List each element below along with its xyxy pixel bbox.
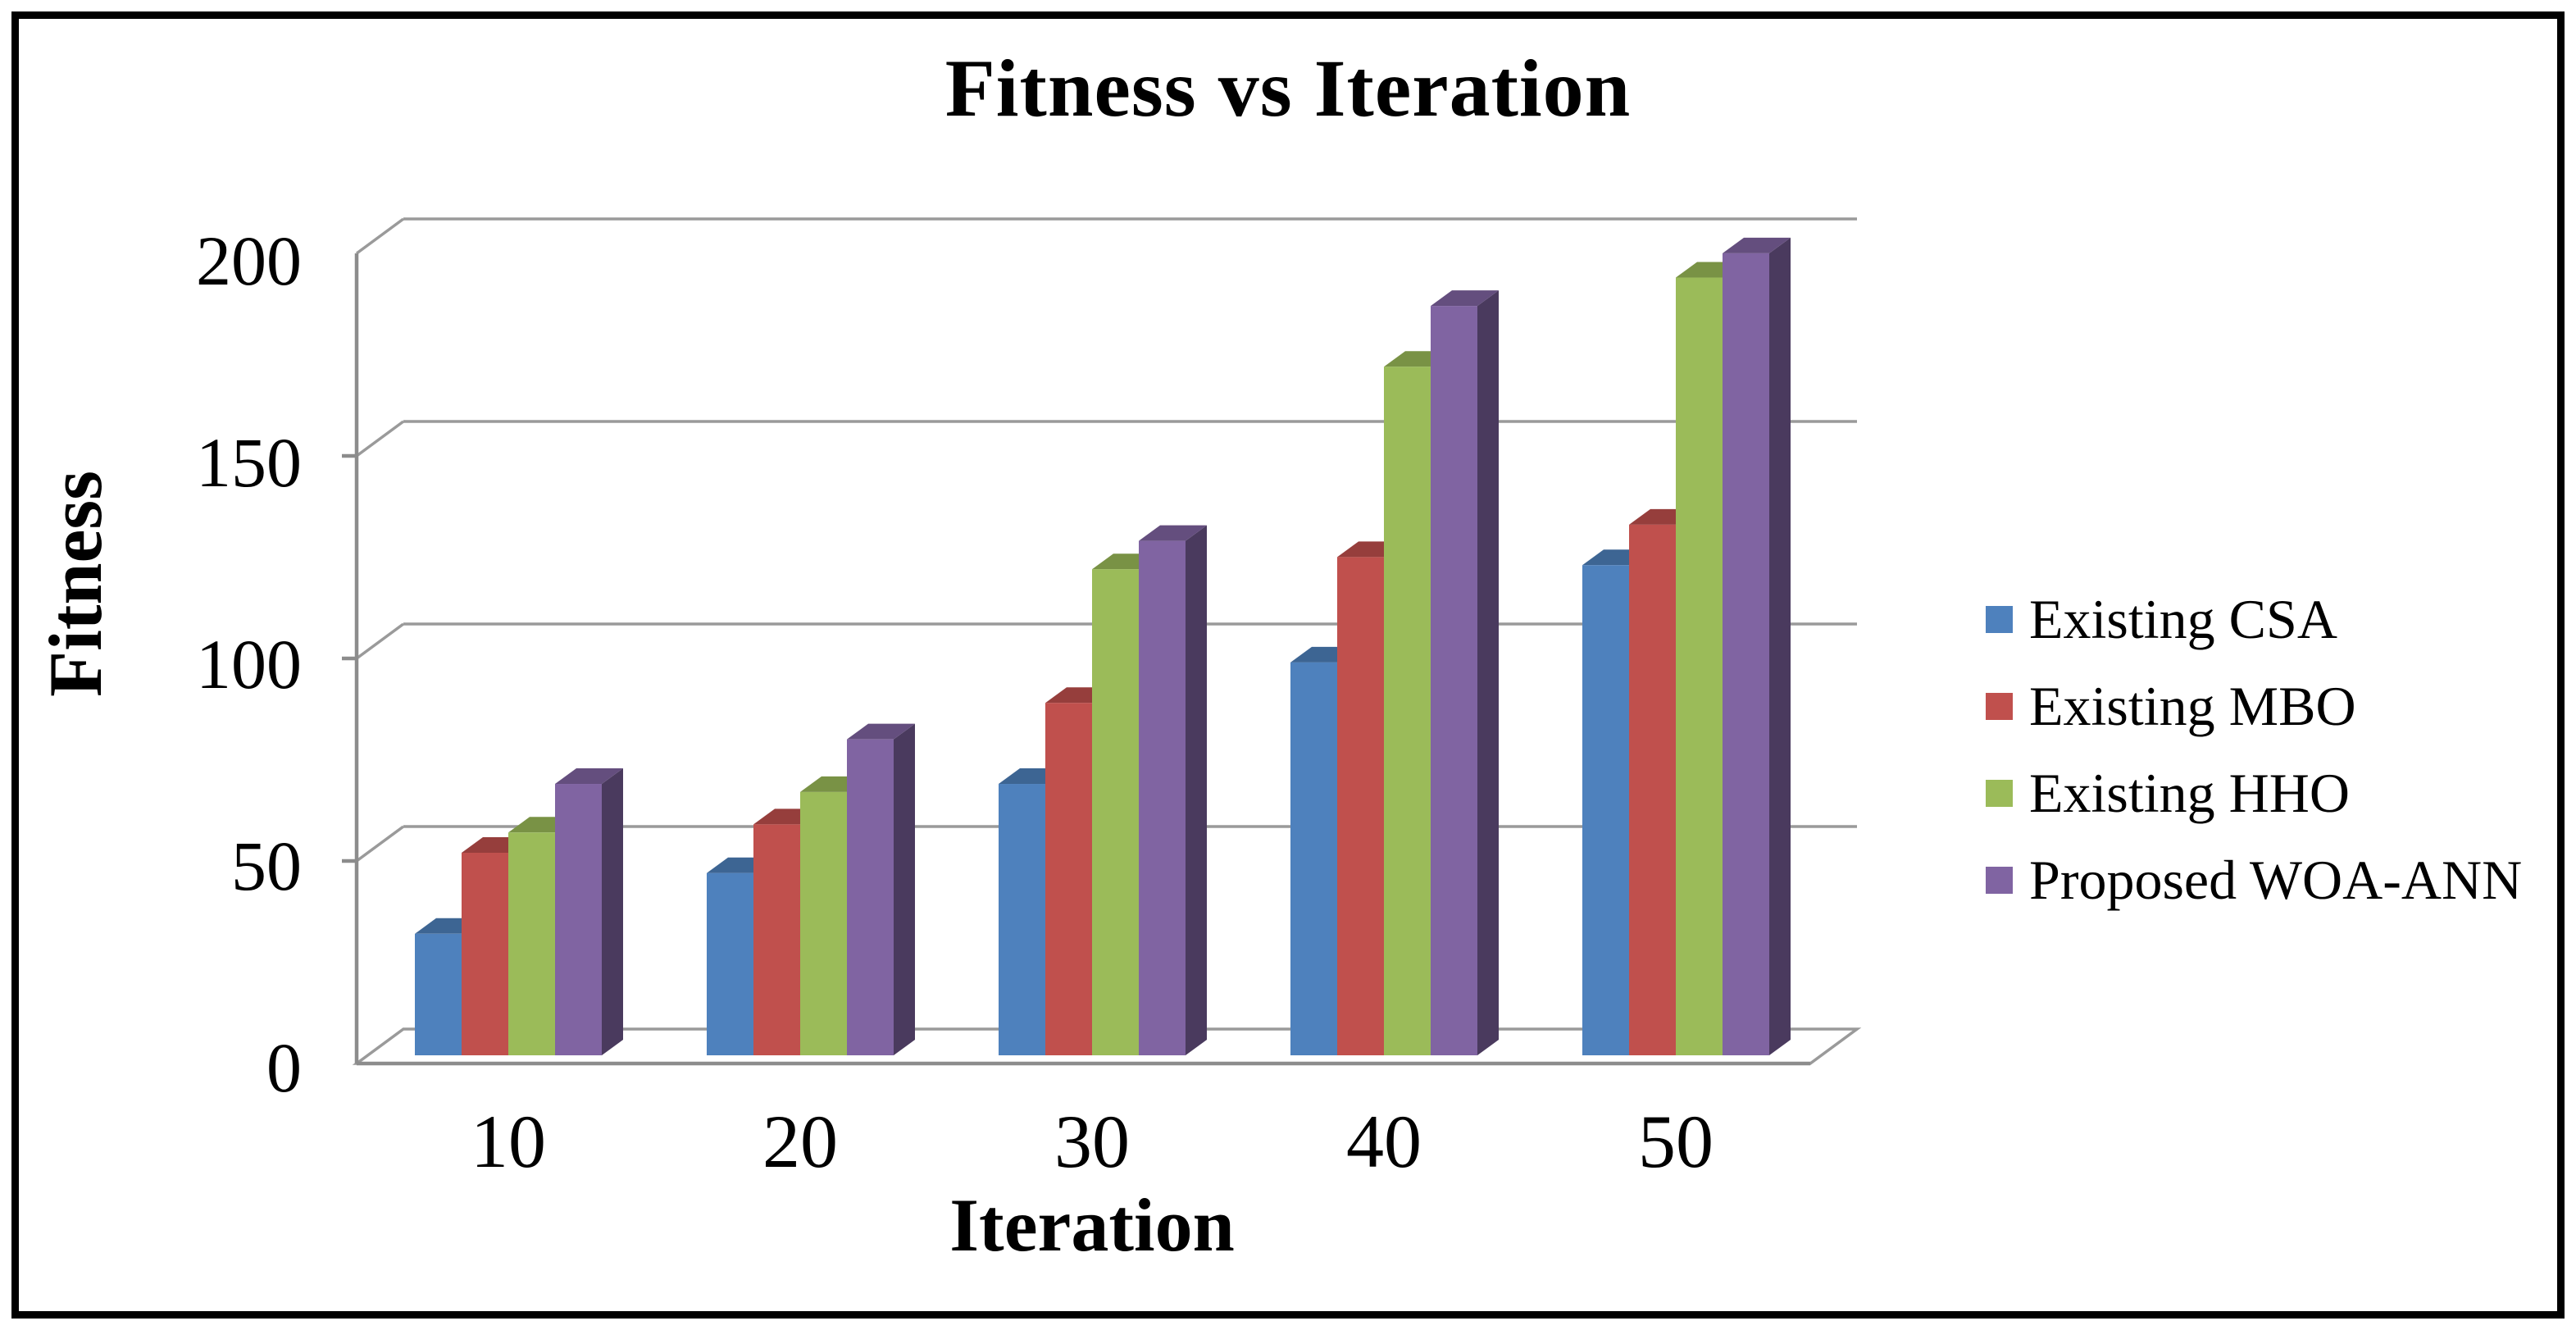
x-tick-label-20: 20 [762,1100,838,1183]
grid-connector-200 [355,217,405,255]
bar-Existing MBO-50 [1629,524,1676,1055]
x-axis-title: Iteration [949,1183,1235,1267]
bar-Existing CSA-20 [707,872,753,1055]
bar-Existing CSA-40 [1290,662,1337,1055]
legend-item-existing-hho: Existing HHO [1986,749,2522,836]
legend-label: Existing MBO [2029,675,2356,737]
bars-group [415,237,1791,1056]
legend-swatch-existing-mbo [1986,692,2013,720]
bar-Existing CSA-10 [415,933,462,1055]
legend-item-existing-mbo: Existing MBO [1986,663,2522,749]
legend-swatch-existing-hho [1986,779,2013,807]
bar-Existing CSA-30 [999,784,1045,1055]
bar-side-Proposed WOA-ANN-30 [1186,525,1207,1055]
x-tick-label-50: 50 [1638,1100,1714,1183]
bar-Proposed WOA-ANN-10 [555,784,602,1055]
legend-item-existing-csa: Existing CSA [1986,576,2522,663]
x-tick-label-40: 40 [1346,1100,1422,1183]
bar-top-Proposed WOA-ANN-40 [1431,290,1499,307]
bar-top-Proposed WOA-ANN-20 [847,723,915,740]
legend: Existing CSA Existing MBO Existing HHO P… [1986,576,2522,923]
y-axis [342,253,1810,1066]
y-tick-label-200: 200 [196,221,302,300]
legend-swatch-proposed-woa-ann [1986,866,2013,894]
bar-Existing MBO-20 [753,824,800,1055]
y-tick-label-100: 100 [196,625,302,704]
bar-Existing HHO-40 [1384,367,1431,1055]
bar-side-Proposed WOA-ANN-20 [894,723,915,1055]
bar-Existing HHO-10 [508,832,555,1055]
legend-item-proposed-woa-ann: Proposed WOA-ANN [1986,836,2522,923]
bar-Proposed WOA-ANN-40 [1431,306,1477,1056]
y-axis-title: Fitness [34,471,117,697]
bar-side-Proposed WOA-ANN-10 [602,768,623,1055]
bar-Proposed WOA-ANN-30 [1139,540,1186,1055]
y-tick-label-150: 150 [196,423,302,502]
bar-top-Proposed WOA-ANN-10 [555,768,623,785]
grid-connector-100 [355,622,405,660]
legend-label: Existing CSA [2029,588,2337,650]
grid-connector-150 [355,420,405,458]
legend-label: Existing HHO [2029,762,2350,824]
grid-connector-50 [355,825,405,863]
bar-Existing HHO-30 [1092,569,1139,1055]
bar-Existing MBO-30 [1045,703,1092,1055]
bar-top-Proposed WOA-ANN-50 [1723,237,1791,253]
x-tick-label-30: 30 [1054,1100,1130,1183]
bar-Existing MBO-40 [1337,557,1384,1055]
bar-Existing HHO-20 [800,791,847,1055]
bar-Existing HHO-50 [1676,277,1723,1055]
bar-side-Proposed WOA-ANN-40 [1477,290,1499,1056]
bar-Proposed WOA-ANN-50 [1723,253,1769,1055]
y-tick-label-50: 50 [231,827,302,905]
bar-Existing MBO-10 [462,853,508,1055]
bar-top-Proposed WOA-ANN-30 [1139,525,1207,541]
chart-title: Fitness vs Iteration [944,43,1632,134]
bar-Existing CSA-50 [1582,565,1629,1055]
legend-label: Proposed WOA-ANN [2029,849,2523,911]
bar-side-Proposed WOA-ANN-50 [1769,237,1791,1055]
legend-swatch-existing-csa [1986,605,2013,633]
y-tick-label-0: 0 [266,1028,302,1107]
bar-Proposed WOA-ANN-20 [847,739,894,1055]
x-tick-label-10: 10 [471,1100,546,1183]
